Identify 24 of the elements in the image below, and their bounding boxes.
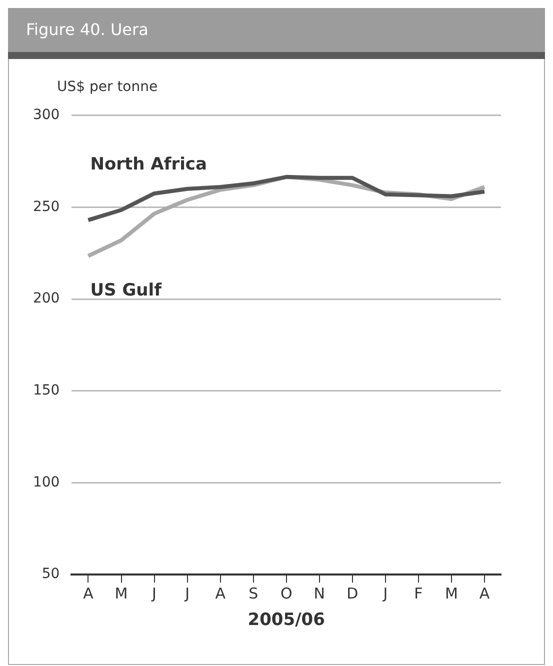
- chart-title: Figure 40. Uera: [8, 8, 545, 52]
- y-axis-title: US$ per tonne: [57, 79, 159, 95]
- x-tick-label: M: [444, 584, 458, 602]
- x-tick-label: N: [314, 584, 325, 602]
- x-tick-label: S: [248, 584, 258, 602]
- x-axis-title: 2005/06: [248, 610, 325, 630]
- x-tick-label: D: [346, 584, 358, 602]
- series-label: US Gulf: [90, 280, 162, 300]
- x-tick-label: A: [215, 584, 226, 602]
- x-tick-label: O: [280, 584, 292, 602]
- y-tick-label: 100: [32, 474, 60, 490]
- y-tick-label: 300: [32, 107, 60, 124]
- x-tick-label: J: [382, 584, 388, 602]
- x-tick-label: J: [184, 584, 190, 602]
- x-tick-label: M: [114, 584, 128, 602]
- x-tick-label: J: [151, 584, 156, 602]
- series-label: North Africa: [90, 154, 207, 175]
- x-tick-label: F: [414, 584, 423, 602]
- x-tick-label: A: [83, 584, 94, 602]
- y-tick-label: 250: [32, 198, 60, 215]
- y-tick-label: 200: [32, 290, 60, 307]
- x-tick-label: A: [479, 584, 490, 602]
- y-tick-label: 150: [32, 382, 60, 399]
- y-tick-label: 50: [42, 566, 60, 582]
